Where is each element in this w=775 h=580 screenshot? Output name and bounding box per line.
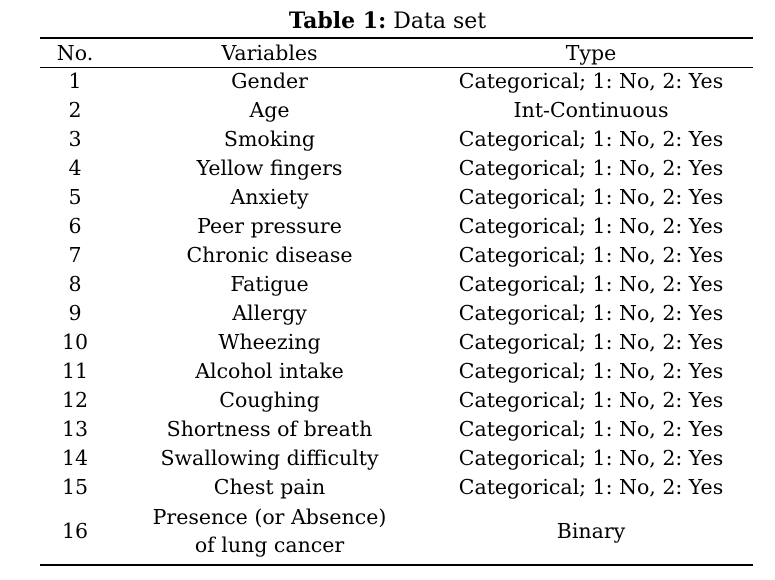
row-no: 8 xyxy=(68,272,82,296)
row-no: 14 xyxy=(61,446,89,470)
row-variable: Alcohol intake xyxy=(195,359,344,383)
header-variables: Variables xyxy=(221,41,318,65)
table-row: 14 Swallowing difficulty Categorical; 1:… xyxy=(40,444,753,473)
table-row: 9 Allergy Categorical; 1: No, 2: Yes xyxy=(40,299,753,328)
table-row: 12 Coughing Categorical; 1: No, 2: Yes xyxy=(40,386,753,415)
row-no: 11 xyxy=(61,359,89,383)
row-type: Categorical; 1: No, 2: Yes xyxy=(458,475,724,499)
table-row: 11 Alcohol intake Categorical; 1: No, 2:… xyxy=(40,357,753,386)
row-no: 15 xyxy=(61,475,89,499)
row-variable: Age xyxy=(249,98,290,122)
row-type: Categorical; 1: No, 2: Yes xyxy=(458,301,724,325)
row-no: 4 xyxy=(68,156,82,180)
table-header: No. Variables Type xyxy=(40,39,753,67)
row-type: Categorical; 1: No, 2: Yes xyxy=(458,388,724,412)
table-row: 3 Smoking Categorical; 1: No, 2: Yes xyxy=(40,125,753,154)
row-type: Categorical; 1: No, 2: Yes xyxy=(458,185,724,209)
row-no: 9 xyxy=(68,301,82,325)
row-variable: Allergy xyxy=(232,301,307,325)
row-type: Categorical; 1: No, 2: Yes xyxy=(458,330,724,354)
row-no: 1 xyxy=(68,69,82,93)
row-variable-line-2: of lung cancer xyxy=(194,533,345,557)
table-body: 1 Gender Categorical; 1: No, 2: Yes 2 Ag… xyxy=(40,67,753,560)
table-row: 8 Fatigue Categorical; 1: No, 2: Yes xyxy=(40,270,753,299)
table-row: 1 Gender Categorical; 1: No, 2: Yes xyxy=(40,67,753,96)
row-variable: Chest pain xyxy=(213,475,326,499)
table-caption-label: Table 1: xyxy=(288,8,387,34)
table-row: 6 Peer pressure Categorical; 1: No, 2: Y… xyxy=(40,212,753,241)
table-row: 4 Yellow fingers Categorical; 1: No, 2: … xyxy=(40,154,753,183)
row-no: 16 xyxy=(61,519,89,543)
row-type: Categorical; 1: No, 2: Yes xyxy=(458,156,724,180)
row-no: 10 xyxy=(61,330,89,354)
table-row-last: 16 Presence (or Absence) of lung cancer … xyxy=(40,502,753,560)
row-type: Categorical; 1: No, 2: Yes xyxy=(458,127,724,151)
row-type: Categorical; 1: No, 2: Yes xyxy=(458,272,724,296)
table-row: 5 Anxiety Categorical; 1: No, 2: Yes xyxy=(40,183,753,212)
row-no: 7 xyxy=(68,243,82,267)
row-no: 6 xyxy=(68,214,82,238)
header-row: No. Variables Type xyxy=(40,39,753,67)
row-no: 12 xyxy=(61,388,89,412)
table-row: 15 Chest pain Categorical; 1: No, 2: Yes xyxy=(40,473,753,502)
data-set-table: No. Variables Type 1 Gender Categorical;… xyxy=(40,39,753,560)
row-variable: Fatigue xyxy=(230,272,309,296)
table-top-rule xyxy=(40,37,753,39)
row-type: Categorical; 1: No, 2: Yes xyxy=(458,417,724,441)
row-variable-line-1: Presence (or Absence) xyxy=(152,505,387,529)
row-variable: Chronic disease xyxy=(186,243,353,267)
row-no: 13 xyxy=(61,417,89,441)
row-variable: Wheezing xyxy=(218,330,321,354)
row-type: Categorical; 1: No, 2: Yes xyxy=(458,69,724,93)
row-variable: Peer pressure xyxy=(197,214,342,238)
row-no: 2 xyxy=(68,98,82,122)
table-row: 2 Age Int-Continuous xyxy=(40,96,753,125)
row-variable-multiline: Presence (or Absence) of lung cancer xyxy=(110,502,429,560)
row-type: Categorical; 1: No, 2: Yes xyxy=(458,214,724,238)
row-variable: Yellow fingers xyxy=(196,156,343,180)
row-type: Categorical; 1: No, 2: Yes xyxy=(458,446,724,470)
table-caption-text: Data set xyxy=(386,9,487,34)
row-variable: Shortness of breath xyxy=(166,417,373,441)
table-header-rule xyxy=(40,67,753,68)
row-type: Int-Continuous xyxy=(513,98,669,122)
row-type: Binary xyxy=(556,519,626,543)
row-variable: Coughing xyxy=(219,388,320,412)
table-bottom-rule xyxy=(40,564,753,566)
row-type: Categorical; 1: No, 2: Yes xyxy=(458,243,724,267)
row-variable: Gender xyxy=(231,69,308,93)
row-variable: Swallowing difficulty xyxy=(160,446,379,470)
header-type: Type xyxy=(565,41,617,65)
table-row: 13 Shortness of breath Categorical; 1: N… xyxy=(40,415,753,444)
header-no: No. xyxy=(56,41,94,65)
table-row: 7 Chronic disease Categorical; 1: No, 2:… xyxy=(40,241,753,270)
table-caption: Table 1: Data set xyxy=(0,6,775,37)
table-row: 10 Wheezing Categorical; 1: No, 2: Yes xyxy=(40,328,753,357)
row-type: Categorical; 1: No, 2: Yes xyxy=(458,359,724,383)
row-variable: Smoking xyxy=(223,127,316,151)
row-no: 3 xyxy=(68,127,82,151)
row-variable: Anxiety xyxy=(230,185,309,209)
row-no: 5 xyxy=(68,185,82,209)
